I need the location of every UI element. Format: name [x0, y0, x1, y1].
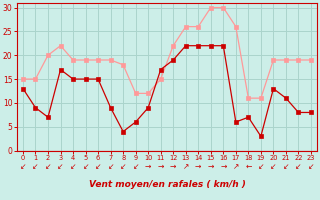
- Text: ↙: ↙: [120, 162, 126, 171]
- Text: ↗: ↗: [182, 162, 189, 171]
- Text: →: →: [208, 162, 214, 171]
- X-axis label: Vent moyen/en rafales ( km/h ): Vent moyen/en rafales ( km/h ): [89, 180, 245, 189]
- Text: ↙: ↙: [108, 162, 114, 171]
- Text: ↙: ↙: [45, 162, 51, 171]
- Text: ↙: ↙: [20, 162, 26, 171]
- Text: ↙: ↙: [32, 162, 39, 171]
- Text: ↙: ↙: [57, 162, 64, 171]
- Text: ↗: ↗: [233, 162, 239, 171]
- Text: →: →: [157, 162, 164, 171]
- Text: ↙: ↙: [95, 162, 101, 171]
- Text: ↙: ↙: [82, 162, 89, 171]
- Text: ↙: ↙: [270, 162, 276, 171]
- Text: →: →: [220, 162, 227, 171]
- Text: ↙: ↙: [283, 162, 289, 171]
- Text: ↙: ↙: [308, 162, 314, 171]
- Text: ↙: ↙: [132, 162, 139, 171]
- Text: ↙: ↙: [295, 162, 302, 171]
- Text: ↙: ↙: [258, 162, 264, 171]
- Text: ←: ←: [245, 162, 252, 171]
- Text: →: →: [195, 162, 202, 171]
- Text: →: →: [170, 162, 176, 171]
- Text: →: →: [145, 162, 151, 171]
- Text: ↙: ↙: [70, 162, 76, 171]
